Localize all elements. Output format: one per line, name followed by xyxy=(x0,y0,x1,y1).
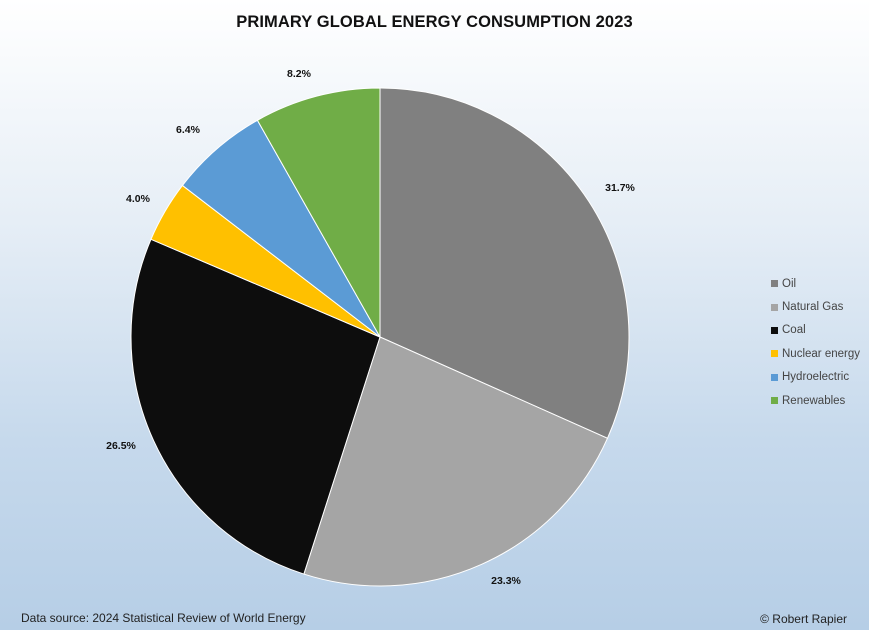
legend-item-oil: Oil xyxy=(771,272,860,295)
pie-slice-oil xyxy=(379,87,630,439)
legend-label-hydroelectric: Hydroelectric xyxy=(782,371,850,384)
legend-swatch-nuclear-energy xyxy=(771,350,778,358)
legend-label-natural-gas: Natural Gas xyxy=(782,301,844,314)
legend-swatch-hydroelectric xyxy=(771,373,778,381)
legend-label-oil: Oil xyxy=(782,277,797,290)
legend-swatch-natural-gas xyxy=(771,303,778,311)
legend-item-hydroelectric: Hydroelectric xyxy=(771,366,860,389)
legend-item-natural-gas: Natural Gas xyxy=(771,295,860,318)
source-note: Data source: 2024 Statistical Review of … xyxy=(21,611,306,625)
legend-label-renewables: Renewables xyxy=(782,394,846,407)
pie-slice-natural-gas xyxy=(303,336,609,587)
legend-swatch-renewables xyxy=(771,397,778,405)
legend-item-renewables: Renewables xyxy=(771,389,860,412)
data-label-renewables: 8.2% xyxy=(287,68,312,80)
chart-title: PRIMARY GLOBAL ENERGY CONSUMPTION 2023 xyxy=(236,13,633,31)
legend-swatch-oil xyxy=(771,280,778,288)
pie-slice-coal xyxy=(130,238,381,575)
data-label-hydroelectric: 6.4% xyxy=(176,124,201,136)
legend-label-coal: Coal xyxy=(782,324,806,337)
data-label-nuclear-energy: 4.0% xyxy=(126,193,151,205)
legend-swatch-coal xyxy=(771,326,778,334)
legend-item-nuclear-energy: Nuclear energy xyxy=(771,342,860,365)
data-label-coal: 26.5% xyxy=(106,440,136,452)
pie-slice-renewables xyxy=(256,87,381,339)
copyright-note: © Robert Rapier xyxy=(760,612,847,626)
legend-label-nuclear-energy: Nuclear energy xyxy=(782,347,860,360)
data-label-oil: 31.7% xyxy=(605,182,635,194)
legend: Oil Natural Gas Coal Nuclear energy Hydroele… xyxy=(771,272,860,412)
legend-item-coal: Coal xyxy=(771,319,860,342)
data-label-natural-gas: 23.3% xyxy=(491,575,521,587)
